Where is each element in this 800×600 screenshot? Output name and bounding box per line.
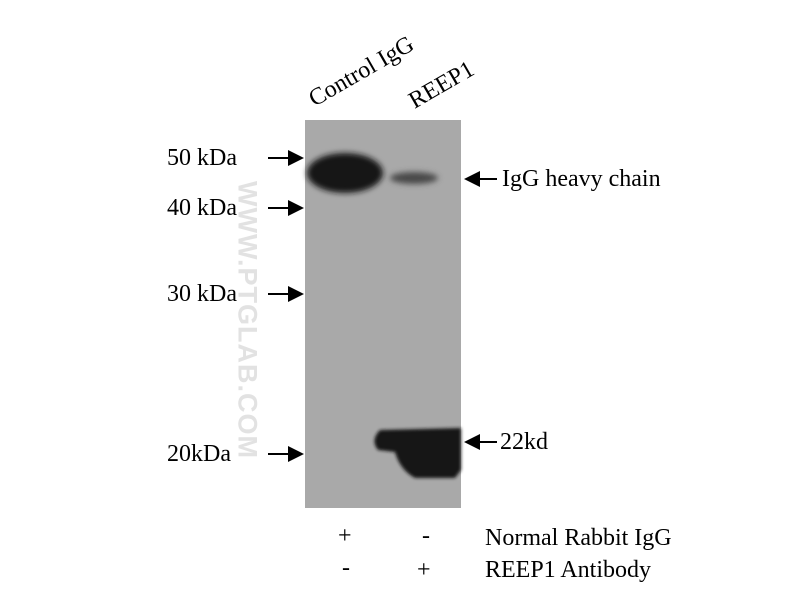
marker-40kda: 40 kDa <box>167 195 237 221</box>
condition1-label: Normal Rabbit IgG <box>485 525 672 551</box>
band-22kd-lane2 <box>374 428 461 478</box>
condition2-label: REEP1 Antibody <box>485 557 652 583</box>
marker-20kda: 20kDa <box>167 441 231 467</box>
band-label-22kd: 22kd <box>500 429 548 455</box>
band-igg-heavy-lane1 <box>307 153 383 193</box>
condition2-lane2: + <box>417 557 431 583</box>
band-igg-heavy-lane2 <box>390 172 438 184</box>
marker-30kda: 30 kDa <box>167 281 237 307</box>
marker-50kda: 50 kDa <box>167 145 237 171</box>
condition2-lane1: - <box>342 555 350 581</box>
condition1-lane2: - <box>422 523 430 549</box>
condition1-lane1: + <box>338 523 352 549</box>
band-label-igg-heavy-chain: IgG heavy chain <box>502 166 661 192</box>
